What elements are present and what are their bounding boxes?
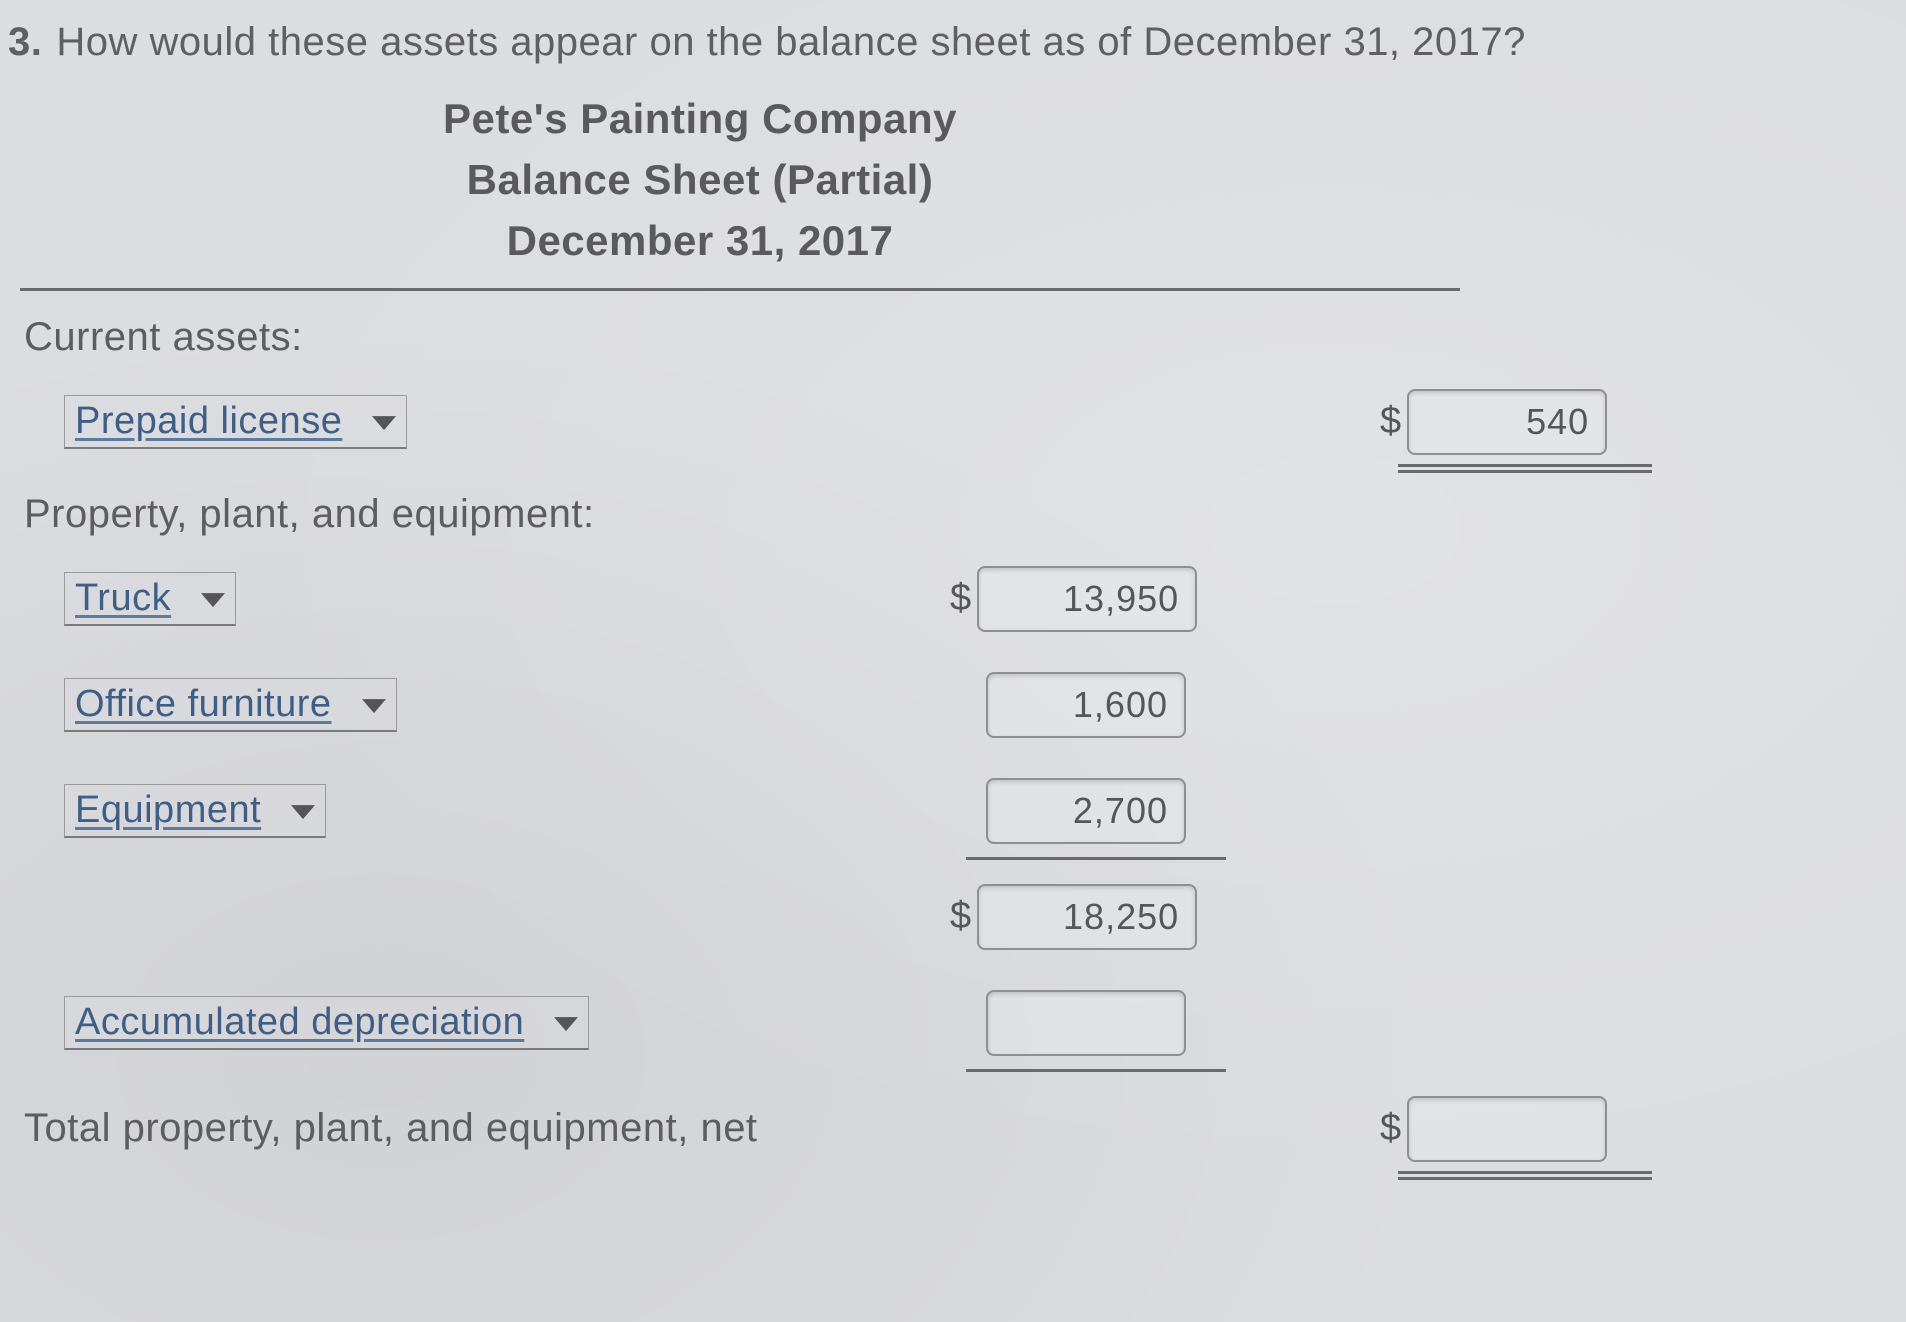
value-cell-accum-dep	[986, 990, 1186, 1056]
double-underline-prepaid	[1398, 464, 1652, 473]
company-name: Pete's Painting Company	[0, 89, 1400, 150]
value-cell-prepaid: $ 540	[1380, 389, 1607, 455]
ppe-label: Property, plant, and equipment:	[24, 492, 1906, 537]
chevron-down-icon	[554, 1017, 578, 1031]
sheet-title: Balance Sheet (Partial)	[0, 150, 1400, 211]
input-equipment[interactable]: 2,700	[986, 778, 1186, 844]
input-office-furniture[interactable]: 1,600	[986, 672, 1186, 738]
page-root: 3. How would these assets appear on the b…	[0, 0, 1906, 1165]
dropdown-equipment[interactable]: Equipment	[64, 784, 326, 838]
dropdown-label: Office furniture	[75, 683, 332, 726]
dropdown-prepaid-license[interactable]: Prepaid license	[64, 395, 407, 449]
row-accumulated-depreciation: Accumulated depreciation	[0, 987, 1906, 1059]
dropdown-label: Accumulated depreciation	[75, 1001, 524, 1044]
value-cell-equipment: 2,700	[986, 778, 1186, 844]
dropdown-label: Truck	[75, 577, 171, 620]
chevron-down-icon	[201, 593, 225, 607]
value-cell-total-ppe: $	[1380, 1096, 1607, 1162]
row-total-ppe: Total property, plant, and equipment, ne…	[0, 1093, 1906, 1165]
dollar-sign: $	[950, 895, 971, 938]
dropdown-truck[interactable]: Truck	[64, 572, 236, 626]
current-assets-label: Current assets:	[24, 315, 1906, 360]
input-total-ppe[interactable]	[1407, 1096, 1607, 1162]
dollar-sign: $	[1380, 400, 1401, 443]
subtotal-line-ppe	[966, 857, 1226, 860]
input-value: 2,700	[1073, 790, 1168, 832]
input-accumulated-depreciation[interactable]	[986, 990, 1186, 1056]
row-ppe-subtotal: $ 18,250	[0, 881, 1906, 953]
input-truck[interactable]: 13,950	[977, 566, 1197, 632]
subtotal-line-accum	[966, 1069, 1226, 1072]
row-truck: Truck $ 13,950	[0, 563, 1906, 635]
value-cell-office-furniture: 1,600	[986, 672, 1186, 738]
value-cell-truck: $ 13,950	[950, 566, 1197, 632]
question-text: 3. How would these assets appear on the b…	[0, 20, 1906, 65]
row-prepaid-license: Prepaid license $ 540	[0, 386, 1906, 458]
dropdown-label: Prepaid license	[75, 400, 342, 443]
input-ppe-subtotal[interactable]: 18,250	[977, 884, 1197, 950]
dropdown-label: Equipment	[75, 789, 261, 832]
input-value: 13,950	[1063, 578, 1179, 620]
dollar-sign: $	[1380, 1107, 1401, 1150]
input-value: 18,250	[1063, 896, 1179, 938]
chevron-down-icon	[291, 805, 315, 819]
header-divider	[20, 288, 1460, 291]
input-value: 1,600	[1073, 684, 1168, 726]
sheet-header: Pete's Painting Company Balance Sheet (P…	[0, 89, 1400, 272]
row-office-furniture: Office furniture 1,600	[0, 669, 1906, 741]
double-underline-total	[1398, 1171, 1652, 1180]
question-body: How would these assets appear on the bal…	[56, 20, 1526, 64]
chevron-down-icon	[372, 416, 396, 430]
total-ppe-label: Total property, plant, and equipment, ne…	[24, 1106, 758, 1151]
sheet-date: December 31, 2017	[0, 211, 1400, 272]
dropdown-office-furniture[interactable]: Office furniture	[64, 678, 397, 732]
input-value: 540	[1526, 401, 1589, 443]
input-prepaid-license[interactable]: 540	[1407, 389, 1607, 455]
dropdown-accumulated-depreciation[interactable]: Accumulated depreciation	[64, 996, 589, 1050]
row-equipment: Equipment 2,700	[0, 775, 1906, 847]
question-number: 3.	[8, 20, 42, 64]
dollar-sign: $	[950, 577, 971, 620]
chevron-down-icon	[362, 699, 386, 713]
value-cell-ppe-subtotal: $ 18,250	[950, 884, 1197, 950]
